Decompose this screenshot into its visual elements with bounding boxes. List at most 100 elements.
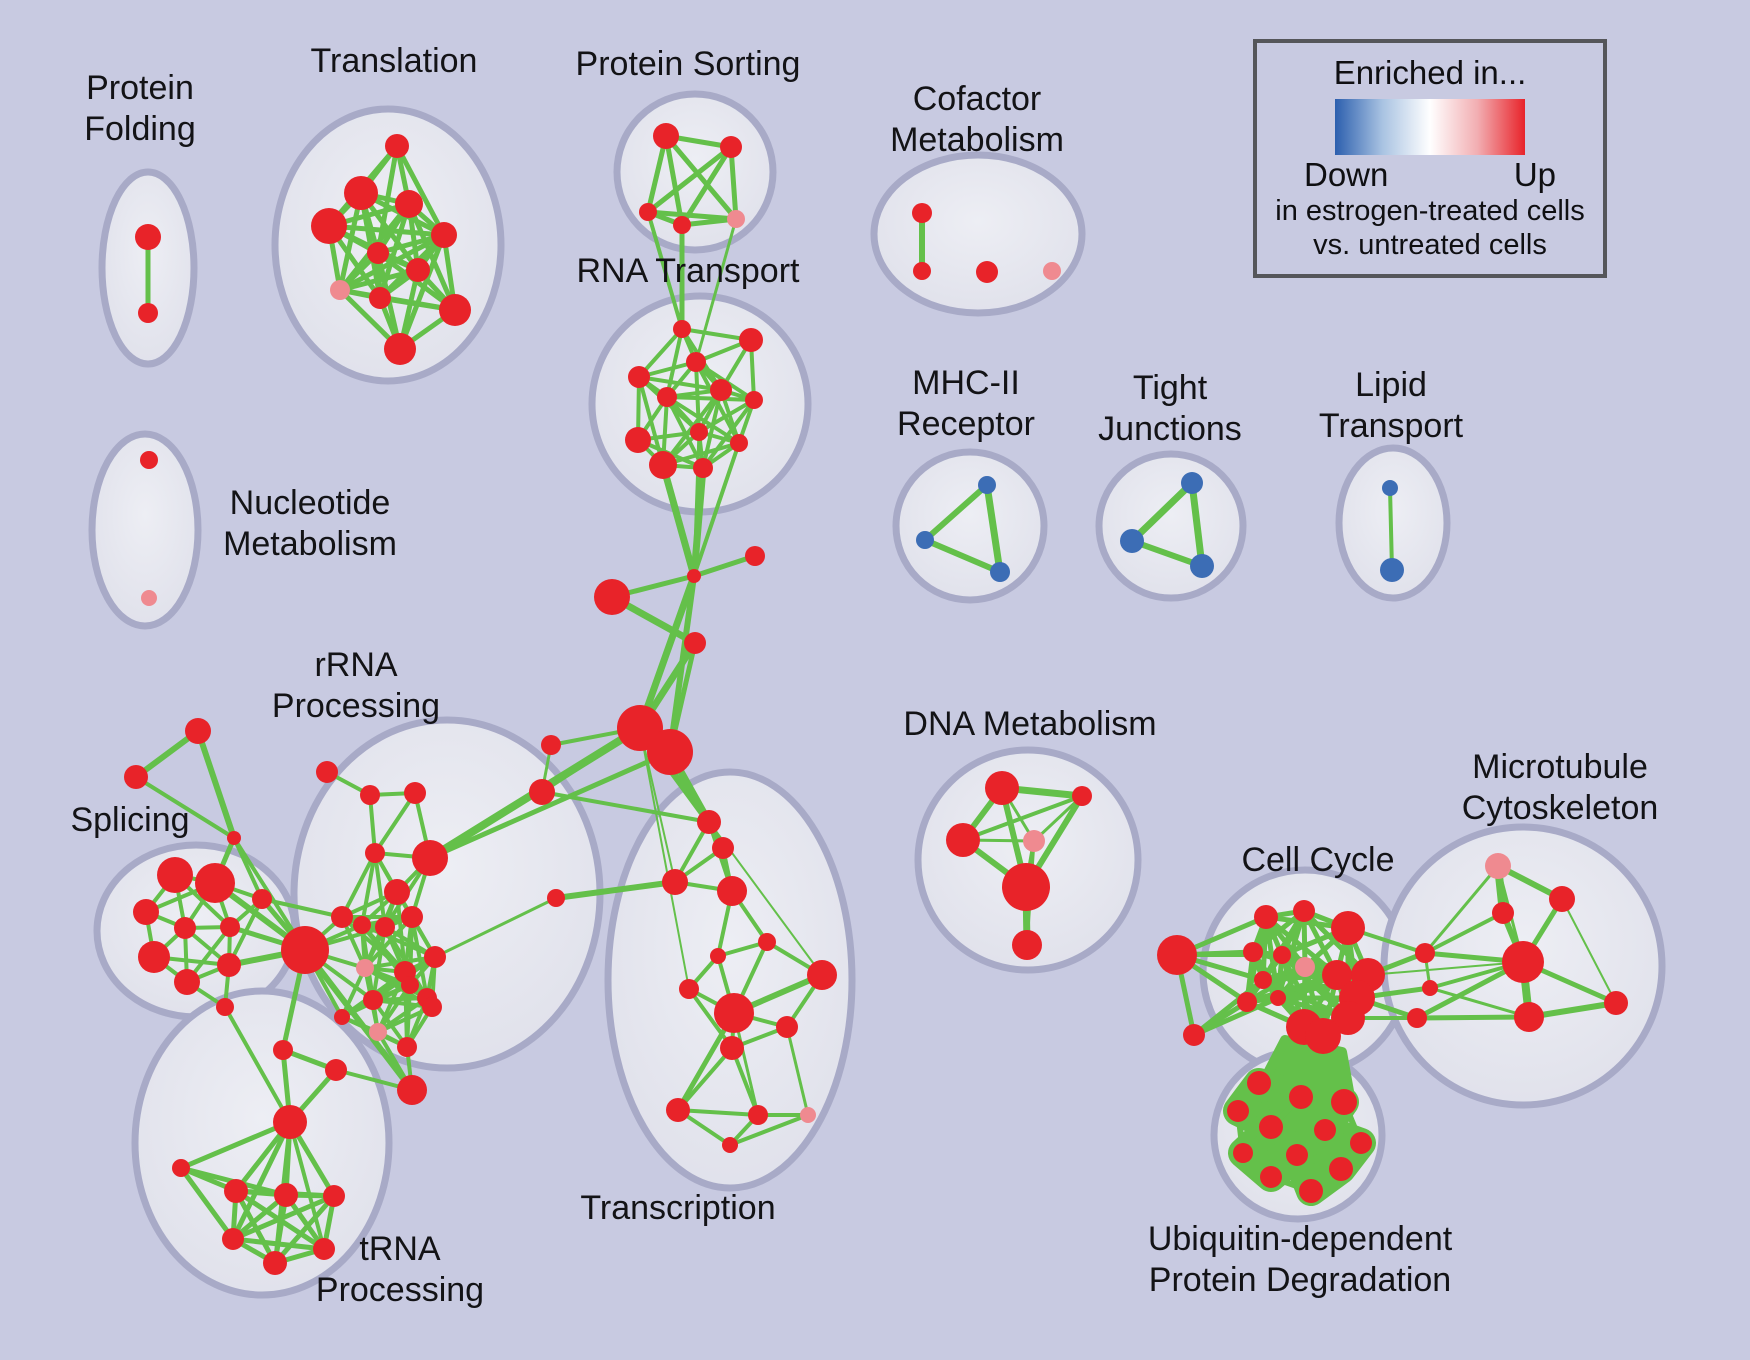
network-node: [397, 1075, 427, 1105]
network-node: [714, 993, 754, 1033]
network-node: [133, 899, 159, 925]
cluster-label-trna-processing: tRNA Processing: [316, 1230, 484, 1309]
network-node: [1382, 480, 1398, 496]
network-edge: [1128, 479, 1196, 545]
network-node: [1286, 1144, 1308, 1166]
network-node: [673, 320, 691, 338]
network-node: [1415, 943, 1435, 963]
network-node: [912, 203, 932, 223]
network-edge: [785, 1025, 810, 1117]
network-edge: [427, 749, 673, 861]
network-node: [710, 948, 726, 964]
cluster-label-protein-folding: Protein Folding: [84, 69, 196, 148]
network-edge: [394, 143, 447, 238]
network-node: [431, 222, 457, 248]
network-edge: [272, 1193, 337, 1266]
network-node: [330, 280, 350, 300]
network-node: [325, 1059, 347, 1081]
network-node: [1295, 957, 1315, 977]
cluster-ellipse-lipid-transport: [1335, 444, 1451, 602]
network-node: [344, 176, 378, 210]
network-node: [311, 208, 347, 244]
network-node: [710, 379, 732, 401]
network-edge: [1367, 961, 1524, 976]
network-node: [224, 1179, 248, 1203]
network-node: [331, 906, 353, 928]
network-node: [628, 366, 650, 388]
network-edge: [1191, 995, 1281, 1038]
network-edge: [406, 201, 458, 313]
network-node: [369, 287, 391, 309]
network-edge: [1347, 1016, 1530, 1019]
network-node: [739, 328, 763, 352]
network-node: [807, 960, 837, 990]
network-node: [1043, 262, 1061, 280]
network-edge: [553, 879, 678, 901]
network-node: [1514, 1002, 1544, 1032]
network-node: [263, 1251, 287, 1275]
network-node: [220, 917, 240, 937]
network-node: [1247, 1071, 1271, 1095]
network-edge: [360, 851, 377, 927]
network-node: [1604, 991, 1628, 1015]
network-node: [1233, 1143, 1253, 1163]
legend-up-label: Up: [1513, 156, 1556, 193]
network-edge: [676, 1108, 760, 1117]
network-node: [273, 1105, 307, 1139]
legend-down-label: Down: [1304, 156, 1389, 193]
network-edge: [326, 223, 447, 238]
network-node: [404, 782, 426, 804]
network-node: [135, 224, 161, 250]
network-edge: [373, 851, 387, 929]
network-node: [353, 916, 371, 934]
network-node: [157, 857, 193, 893]
network-edge: [676, 1046, 734, 1112]
network-node: [712, 837, 734, 859]
network-node: [693, 458, 713, 478]
network-node: [625, 427, 651, 453]
network-node: [720, 136, 742, 158]
network-node: [369, 1023, 387, 1041]
network-node: [758, 933, 776, 951]
cluster-label-splicing: Splicing: [70, 801, 189, 839]
network-node: [1293, 900, 1315, 922]
cluster-label-transcription: Transcription: [580, 1189, 775, 1227]
network-node: [1254, 905, 1278, 929]
network-node: [985, 771, 1019, 805]
cluster-label-ubiquitin-degradation: Ubiquitin-dependent Protein Degradation: [1148, 1220, 1453, 1299]
network-node: [140, 451, 158, 469]
network-edge: [663, 133, 739, 222]
network-node: [174, 917, 196, 939]
network-node: [439, 294, 471, 326]
network-node: [406, 258, 430, 282]
network-edge: [728, 1113, 810, 1147]
network-node: [647, 729, 693, 775]
network-edge: [728, 144, 739, 222]
cluster-ellipse-mhc2-receptor: [892, 448, 1048, 604]
network-edge: [1388, 486, 1394, 572]
network-node: [529, 779, 555, 805]
network-node: [730, 434, 748, 452]
network-edge: [692, 430, 701, 578]
network-node: [1299, 1179, 1323, 1203]
network-node: [946, 823, 980, 857]
network-node: [1002, 863, 1050, 911]
cluster-label-translation: Translation: [311, 42, 478, 80]
network-node: [1157, 935, 1197, 975]
network-node: [990, 562, 1010, 582]
cluster-label-rrna-processing: rRNA Processing: [272, 646, 440, 725]
network-node: [1227, 1100, 1249, 1122]
network-node: [141, 590, 157, 606]
network-node: [401, 906, 423, 928]
network-node: [1331, 1089, 1357, 1115]
network-node: [1237, 992, 1257, 1012]
network-edge: [922, 482, 990, 543]
network-node: [1259, 1115, 1283, 1139]
network-node: [172, 1159, 190, 1177]
network-edge: [961, 794, 1084, 842]
network-node: [1422, 980, 1438, 996]
network-node: [422, 997, 442, 1017]
network-node: [273, 1040, 293, 1060]
network-node: [653, 123, 679, 149]
